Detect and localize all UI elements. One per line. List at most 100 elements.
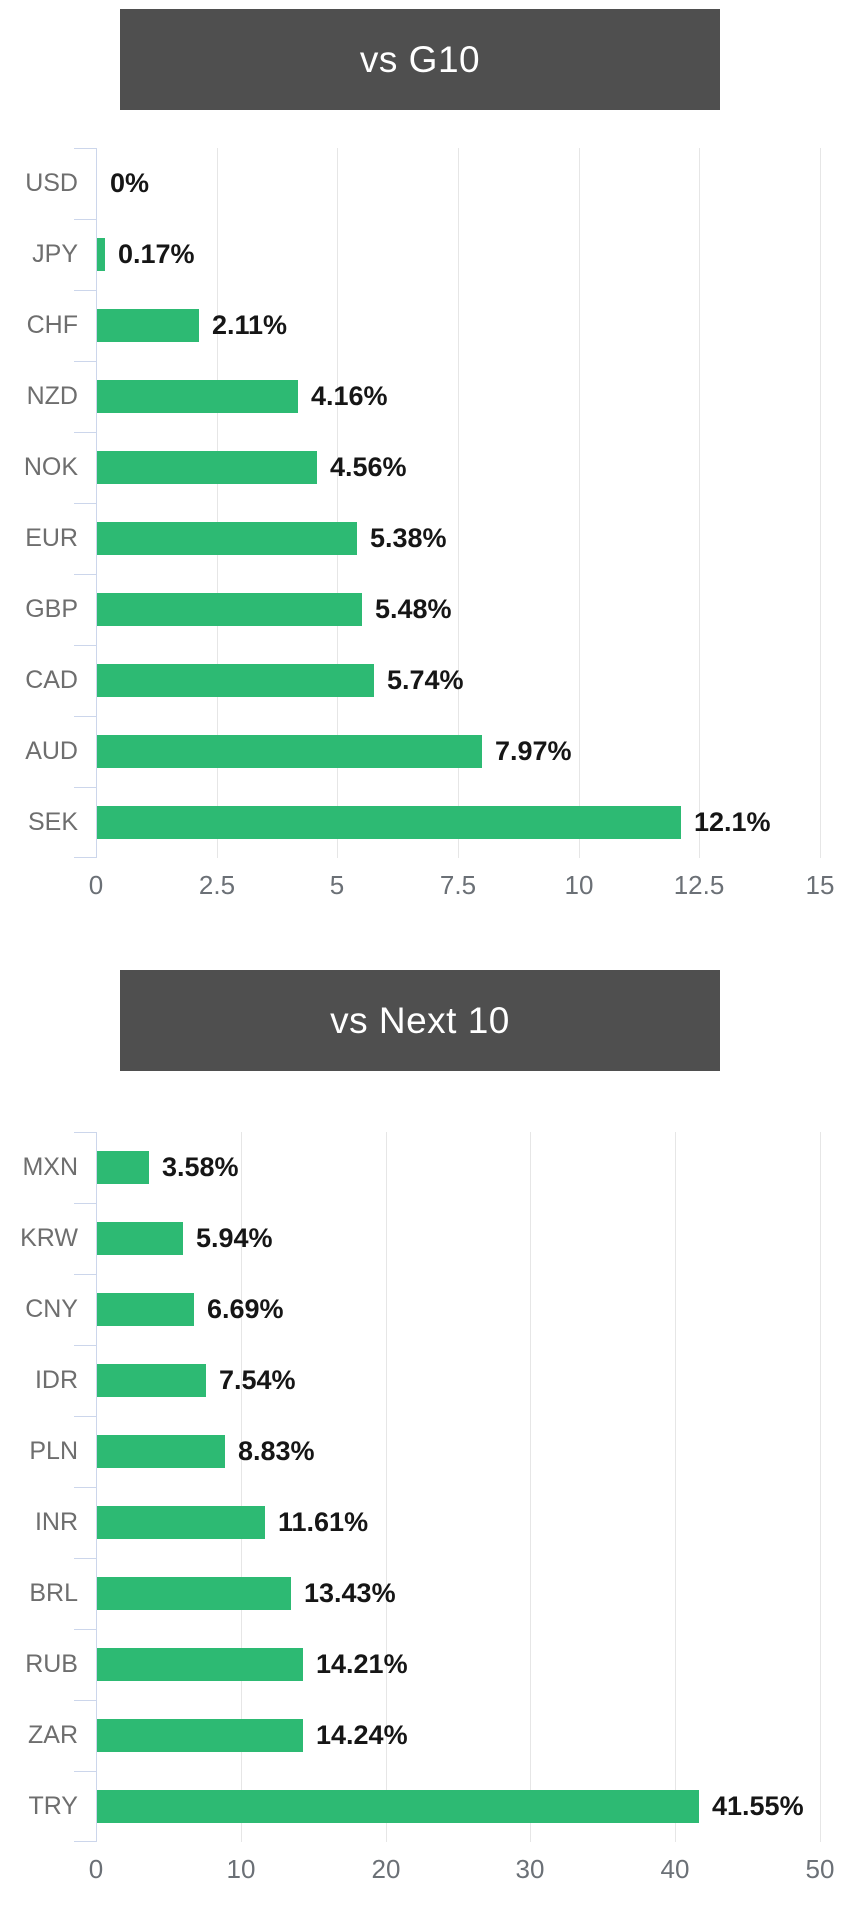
category-label: CHF xyxy=(26,311,78,339)
value-label: 5.48% xyxy=(375,594,452,624)
gridline xyxy=(699,148,700,858)
category-label: NZD xyxy=(26,382,78,410)
axis-tick xyxy=(74,1345,96,1346)
category-label: BRL xyxy=(29,1579,78,1607)
value-label: 4.56% xyxy=(330,452,407,482)
x-tick-label: 0 xyxy=(88,870,104,900)
axis-tick xyxy=(74,1203,96,1204)
chart2-title: vs Next 10 xyxy=(330,999,510,1041)
category-label: CNY xyxy=(25,1295,78,1323)
axis-tick xyxy=(74,1771,96,1772)
gridline xyxy=(337,148,338,858)
bar xyxy=(97,1293,194,1326)
x-tick-label: 10 xyxy=(564,870,594,900)
bar xyxy=(97,664,374,697)
value-label: 11.61% xyxy=(278,1507,369,1537)
chart1-title: vs G10 xyxy=(359,38,481,80)
category-label: INR xyxy=(34,1508,78,1536)
category-label: ZAR xyxy=(28,1721,78,1749)
value-label: 12.1% xyxy=(694,807,771,837)
category-label: JPY xyxy=(32,240,78,268)
value-label: 5.74% xyxy=(387,665,464,695)
category-label: TRY xyxy=(28,1792,78,1820)
x-tick-label: 12.5 xyxy=(673,870,725,900)
category-label: AUD xyxy=(25,737,78,765)
category-label: EUR xyxy=(25,524,78,552)
axis-tick xyxy=(74,1416,96,1417)
category-label: CAD xyxy=(25,666,78,694)
x-tick-label: 7.5 xyxy=(439,870,477,900)
chart2-x-axis-labels: 0 10 20 30 40 50 xyxy=(89,1854,835,1888)
bar xyxy=(97,735,482,768)
value-label: 4.16% xyxy=(311,381,388,411)
value-label: 5.38% xyxy=(370,523,447,553)
bar xyxy=(97,1222,183,1255)
bar xyxy=(97,522,357,555)
axis-tick xyxy=(74,219,96,220)
category-label: USD xyxy=(25,169,78,197)
bar xyxy=(97,238,105,271)
axis-tick xyxy=(74,1629,96,1630)
gridline xyxy=(217,148,218,858)
value-label: 41.55% xyxy=(712,1791,804,1821)
bar xyxy=(97,1151,149,1184)
value-label: 13.43% xyxy=(304,1578,396,1608)
gridline xyxy=(241,1132,242,1842)
axis-tick xyxy=(74,148,96,149)
chart1-plot-area: 0% 0.17% 2.11% 4.16% 4.56% 5.38% 5.48% 5.74% 7.9… xyxy=(74,148,821,858)
bar xyxy=(97,1719,303,1752)
axis-tick xyxy=(74,1487,96,1488)
x-tick-label: 50 xyxy=(805,1854,835,1884)
axis-tick xyxy=(74,1558,96,1559)
gridline xyxy=(820,1132,821,1842)
value-label: 7.97% xyxy=(495,736,572,766)
chart2-category-labels: MXN KRW CNY IDR PLN INR BRL RUB ZAR TRY xyxy=(0,1132,78,1842)
value-label: 6.69% xyxy=(207,1294,284,1324)
value-label: 0% xyxy=(110,168,150,198)
x-tick-label: 30 xyxy=(515,1854,545,1884)
bar xyxy=(97,1435,225,1468)
axis-tick xyxy=(74,1841,96,1842)
chart1-x-axis-labels: 0 2.5 5 7.5 10 12.5 15 xyxy=(89,870,835,904)
chart2-title-banner: vs Next 10 xyxy=(120,970,720,1071)
value-label: 2.11% xyxy=(212,310,288,340)
bar xyxy=(97,1577,291,1610)
x-tick-label: 40 xyxy=(660,1854,690,1884)
axis-tick xyxy=(74,716,96,717)
value-label: 14.21% xyxy=(316,1649,408,1679)
axis-tick xyxy=(74,432,96,433)
category-label: IDR xyxy=(34,1366,78,1394)
gridline xyxy=(675,1132,676,1842)
category-label: MXN xyxy=(22,1153,78,1181)
bar xyxy=(97,451,317,484)
axis-tick xyxy=(74,1274,96,1275)
x-tick-label: 5 xyxy=(329,870,345,900)
category-label: PLN xyxy=(29,1437,78,1465)
value-label: 8.83% xyxy=(238,1436,315,1466)
value-label: 5.94% xyxy=(196,1223,273,1253)
axis-tick xyxy=(74,290,96,291)
axis-tick xyxy=(74,361,96,362)
bar xyxy=(97,1506,265,1539)
x-tick-label: 2.5 xyxy=(198,870,236,900)
value-label: 7.54% xyxy=(219,1365,296,1395)
value-label: 0.17% xyxy=(118,239,195,269)
bar xyxy=(97,1790,699,1823)
bar xyxy=(97,309,199,342)
category-label: GBP xyxy=(25,595,78,623)
category-label: SEK xyxy=(27,808,78,836)
chart2-plot-area: 3.58% 5.94% 6.69% 7.54% 8.83% 11.61% 13.43% 14.… xyxy=(74,1132,821,1842)
value-label: 14.24% xyxy=(316,1720,408,1750)
axis-tick xyxy=(74,787,96,788)
axis-tick xyxy=(74,645,96,646)
axis-tick xyxy=(74,1132,96,1133)
category-label: RUB xyxy=(25,1650,78,1678)
axis-tick xyxy=(74,503,96,504)
value-label: 3.58% xyxy=(162,1152,239,1182)
axis-tick xyxy=(74,1700,96,1701)
bar xyxy=(97,593,362,626)
category-label: NOK xyxy=(23,453,78,481)
gridline xyxy=(530,1132,531,1842)
gridline xyxy=(386,1132,387,1842)
chart1-title-banner: vs G10 xyxy=(120,9,720,110)
